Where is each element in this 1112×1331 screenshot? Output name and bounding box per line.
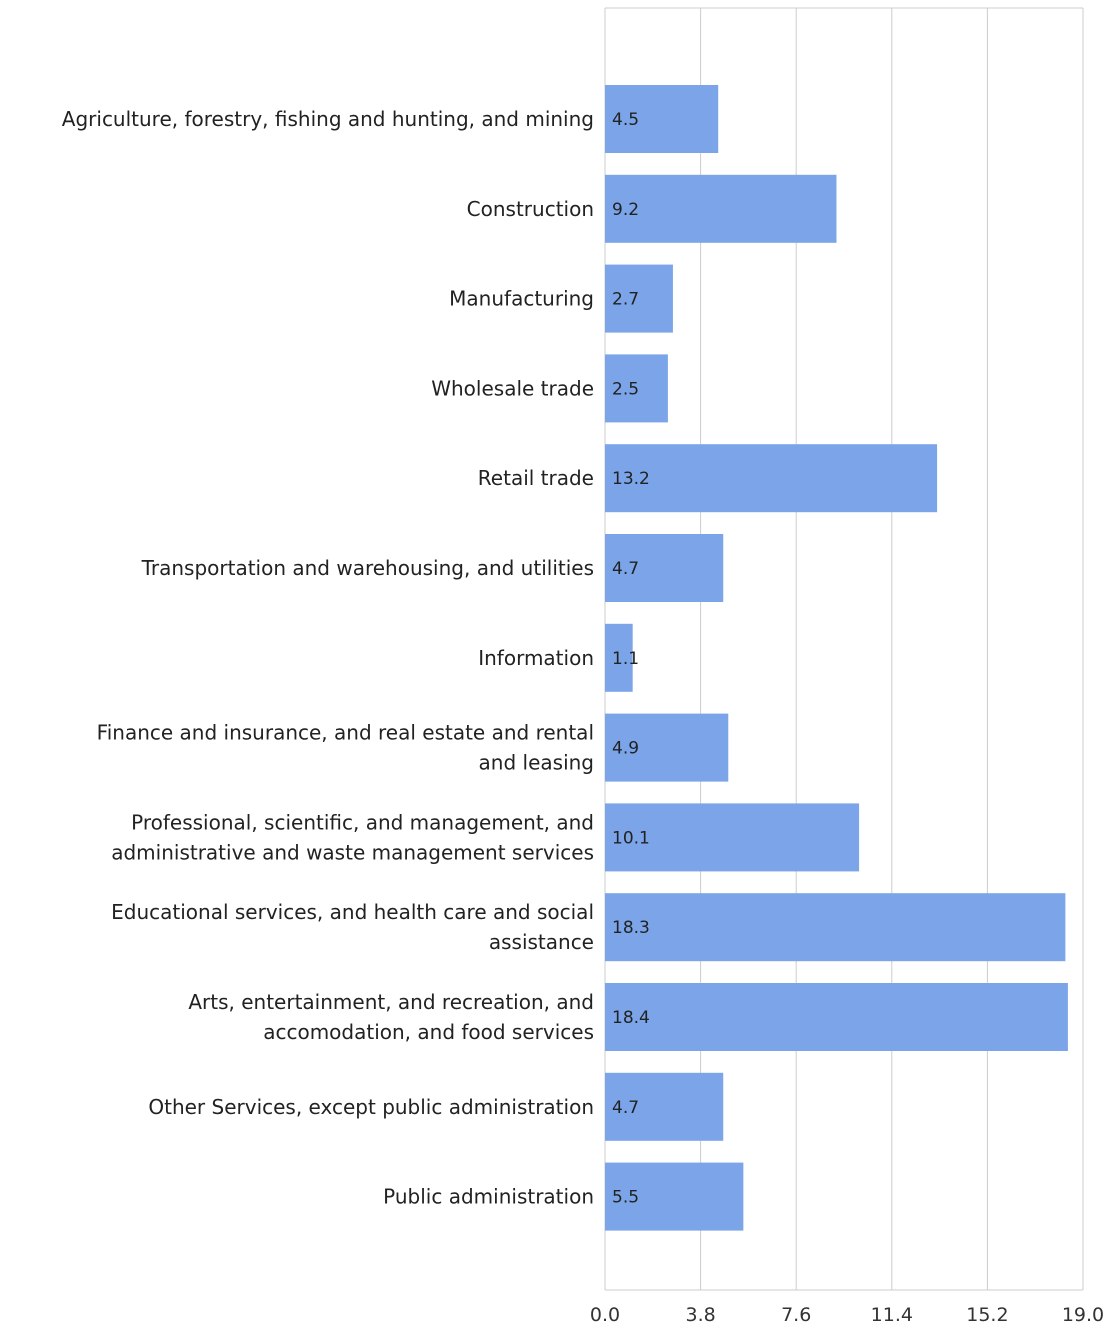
x-axis-ticks: 0.0 3.8 7.6 11.4 15.2 19.0 xyxy=(590,1304,1104,1326)
category-label: Finance and insurance, and real estate a… xyxy=(97,721,594,745)
bar xyxy=(605,354,668,423)
value-label: 1.1 xyxy=(612,649,639,669)
bar xyxy=(605,174,837,243)
bar xyxy=(605,983,1068,1051)
category-label: accomodation, and food services xyxy=(263,1020,594,1044)
category-label: Agriculture, forestry, fishing and hunti… xyxy=(62,107,594,131)
category-label: assistance xyxy=(489,930,594,954)
value-label: 4.5 xyxy=(612,110,639,130)
bar xyxy=(605,1072,724,1141)
category-label: Other Services, except public administra… xyxy=(148,1095,594,1119)
category-labels: Agriculture, forestry, fishing and hunti… xyxy=(62,107,594,1209)
bar xyxy=(605,803,860,872)
tick-label: 0.0 xyxy=(590,1304,620,1326)
category-label: Manufacturing xyxy=(449,287,594,311)
category-label: Educational services, and health care an… xyxy=(111,900,594,924)
value-label: 4.9 xyxy=(612,739,639,759)
category-label: Transportation and warehousing, and util… xyxy=(141,556,594,580)
category-label: Professional, scientific, and management… xyxy=(131,810,594,834)
category-label: Wholesale trade xyxy=(431,376,594,400)
value-label: 18.4 xyxy=(612,1008,650,1028)
category-label: Public administration xyxy=(383,1185,594,1209)
tick-label: 7.6 xyxy=(781,1304,811,1326)
bar xyxy=(605,713,729,782)
value-label: 4.7 xyxy=(612,1098,639,1118)
category-label: Information xyxy=(478,646,594,670)
category-label: and leasing xyxy=(479,751,594,775)
tick-label: 15.2 xyxy=(966,1304,1008,1326)
tick-label: 19.0 xyxy=(1062,1304,1104,1326)
bar xyxy=(605,534,724,602)
bar xyxy=(605,623,633,692)
category-label: Construction xyxy=(467,197,594,221)
value-label: 10.1 xyxy=(612,828,650,848)
value-label: 18.3 xyxy=(612,918,650,938)
value-label: 9.2 xyxy=(612,200,639,220)
category-label: Arts, entertainment, and recreation, and xyxy=(188,990,594,1014)
value-labels: 4.5 9.2 2.7 2.5 13.2 4.7 1.1 4.9 10.1 18.3 18.4 4.7… xyxy=(612,110,650,1208)
bar xyxy=(605,893,1066,962)
value-label: 2.5 xyxy=(612,379,639,399)
category-label: Retail trade xyxy=(478,466,594,490)
value-label: 13.2 xyxy=(612,469,650,489)
bar xyxy=(605,85,719,153)
bars xyxy=(605,85,1068,1231)
bar xyxy=(605,264,673,333)
category-label: administrative and waste management serv… xyxy=(111,840,594,864)
value-label: 4.7 xyxy=(612,559,639,579)
tick-label: 3.8 xyxy=(685,1304,715,1326)
bar xyxy=(605,444,938,513)
value-label: 5.5 xyxy=(612,1188,639,1208)
value-label: 2.7 xyxy=(612,290,639,310)
tick-label: 11.4 xyxy=(871,1304,913,1326)
bar xyxy=(605,1162,744,1231)
